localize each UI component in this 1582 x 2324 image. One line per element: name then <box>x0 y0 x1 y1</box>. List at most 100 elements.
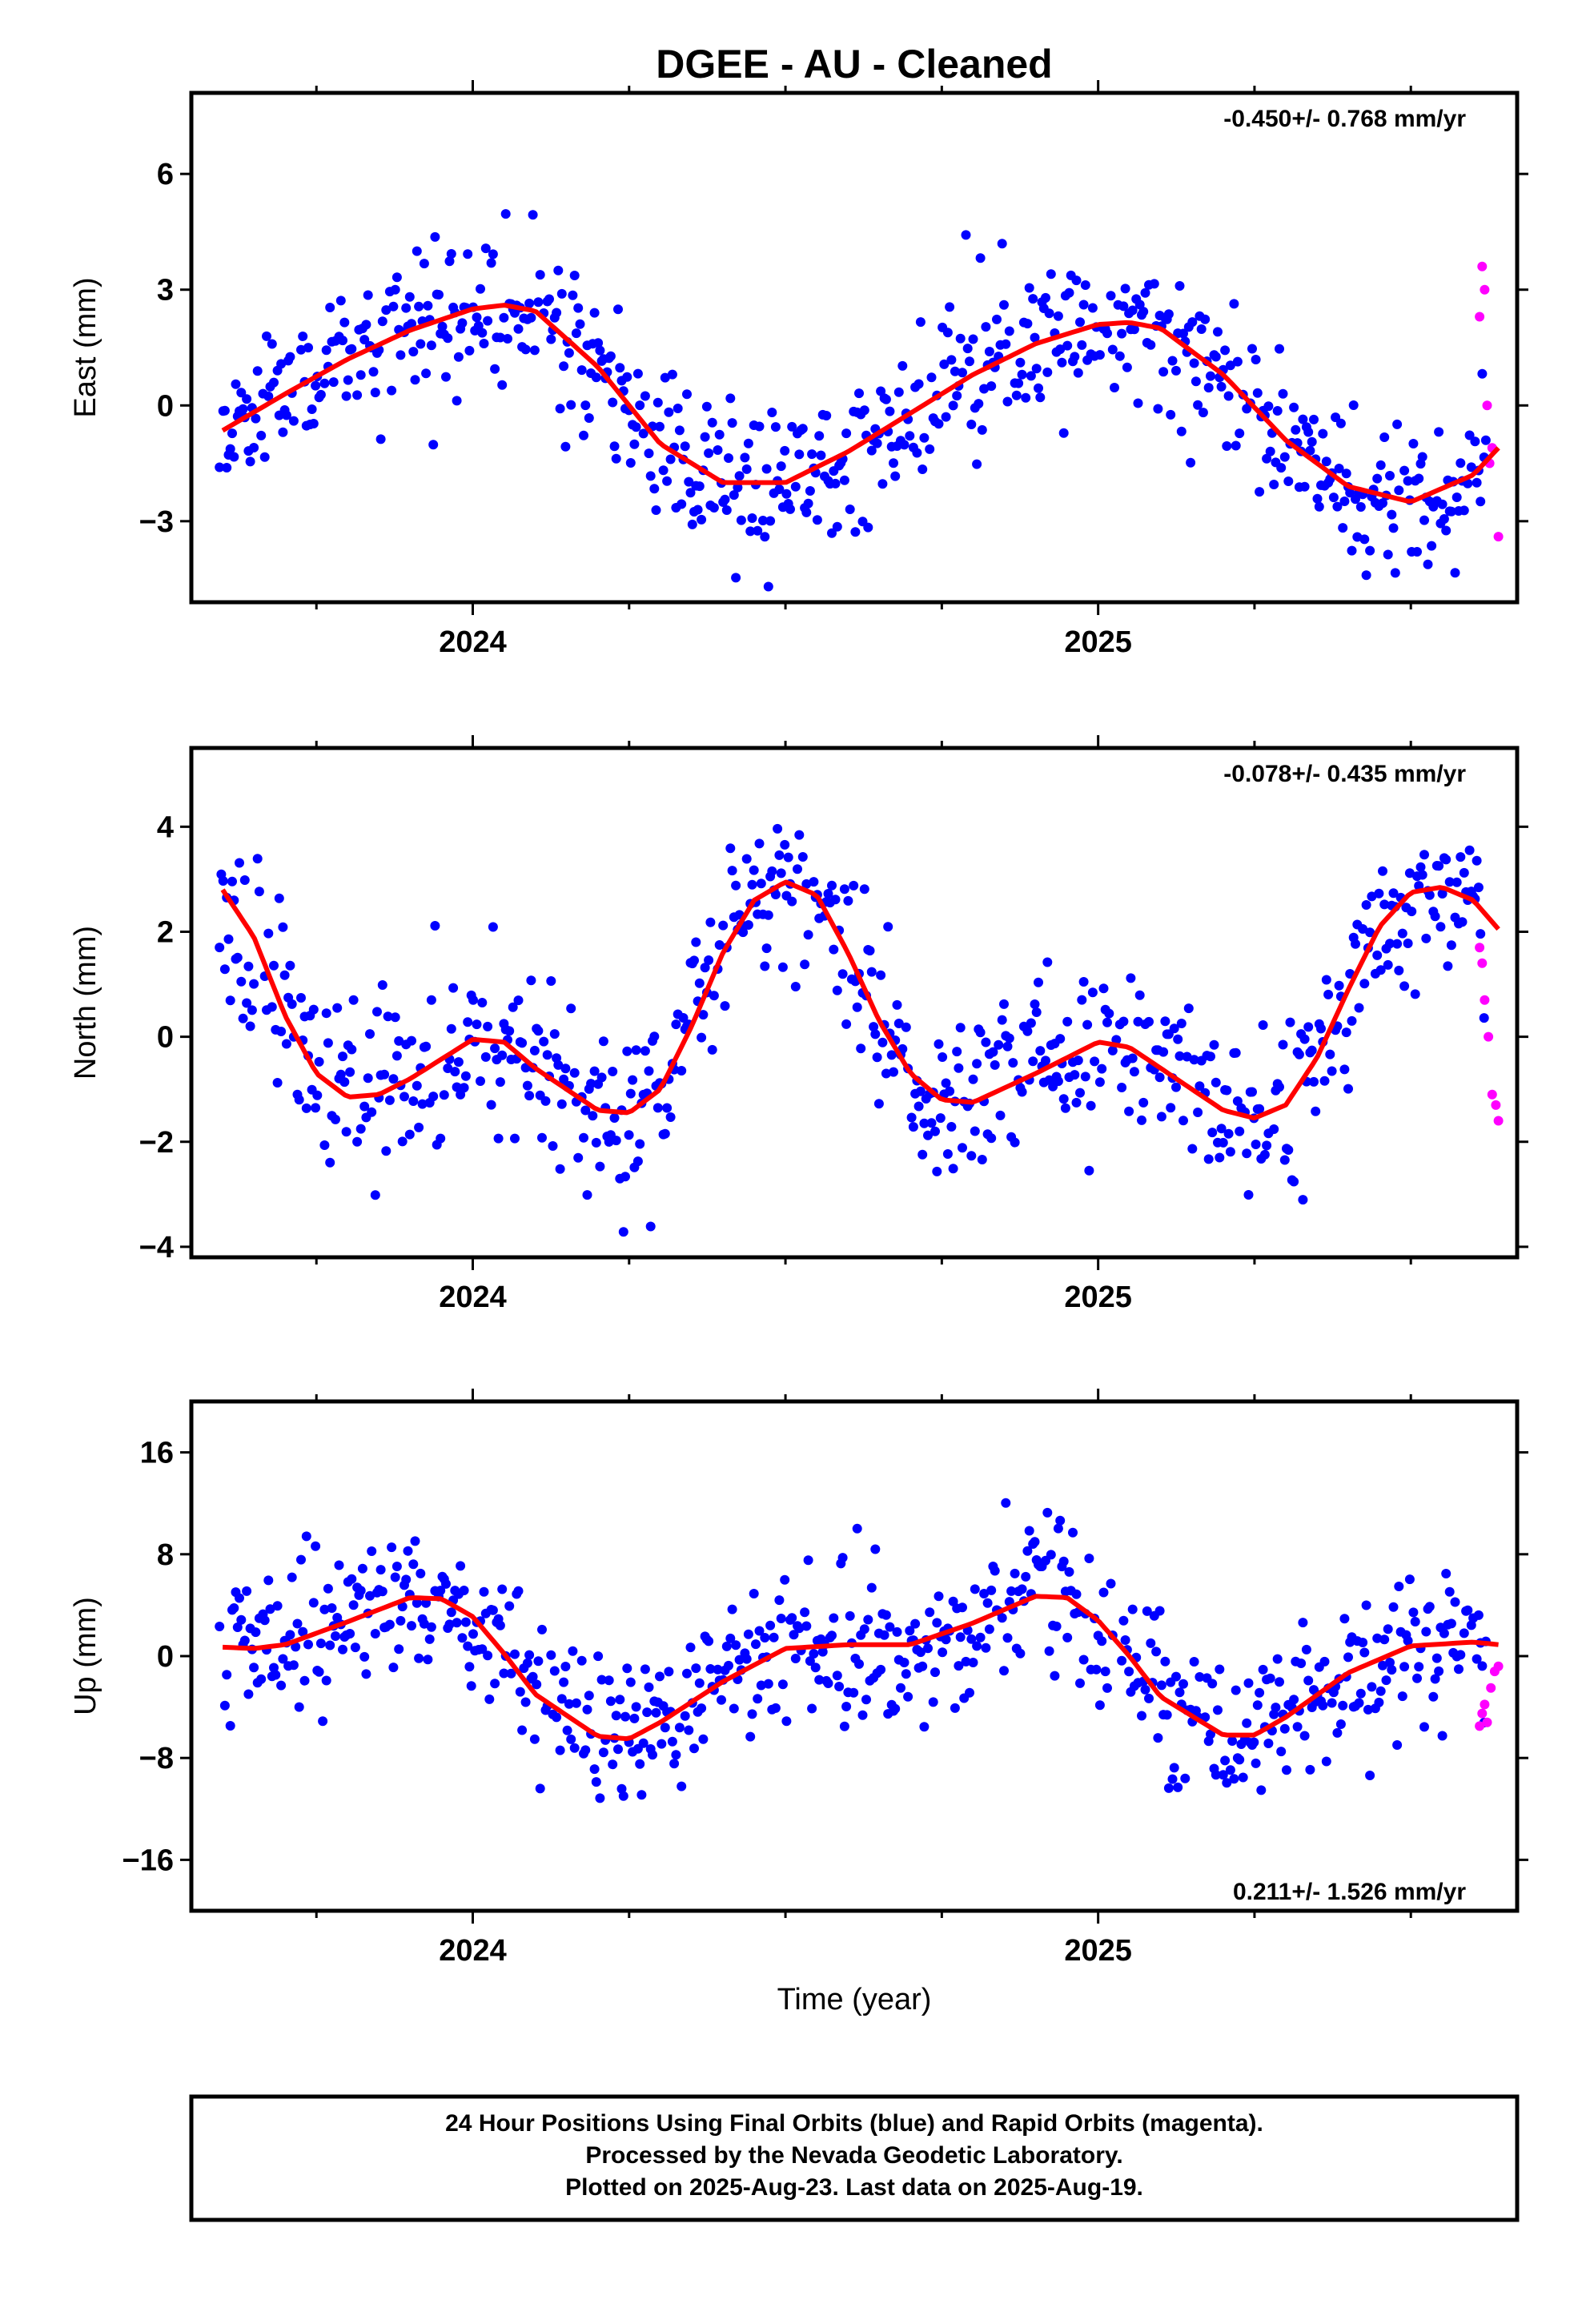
east-final-orbit-point <box>463 249 473 259</box>
north-final-orbit-point <box>1124 1106 1134 1116</box>
north-final-orbit-point <box>407 1035 416 1046</box>
east-final-orbit-point <box>528 210 538 220</box>
north-final-orbit-point <box>537 1132 547 1143</box>
up-final-orbit-point <box>923 1643 933 1654</box>
north-final-orbit-point <box>1299 1034 1310 1044</box>
up-final-orbit-point <box>954 1661 964 1671</box>
north-final-orbit-point <box>397 1136 408 1147</box>
east-final-orbit-point <box>805 486 815 496</box>
east-final-orbit-point <box>497 380 508 390</box>
east-final-orbit-point <box>707 417 717 428</box>
east-final-orbit-point <box>1077 340 1087 350</box>
east-final-orbit-point <box>579 430 588 440</box>
north-final-orbit-point <box>1156 1112 1166 1122</box>
up-final-orbit-point <box>763 1679 773 1689</box>
up-final-orbit-point <box>1372 1633 1383 1643</box>
north-final-orbit-point <box>1154 1072 1165 1083</box>
up-final-orbit-point <box>459 1586 469 1595</box>
east-final-orbit-point <box>1352 532 1363 542</box>
north-final-orbit-point <box>1243 1190 1254 1200</box>
up-final-orbit-point <box>396 1615 406 1626</box>
east-rapid-orbit-point <box>1475 312 1485 322</box>
east-final-orbit-point <box>1206 371 1215 381</box>
east-final-orbit-point <box>229 452 239 462</box>
east-final-orbit-point <box>361 320 371 330</box>
up-final-orbit-point <box>464 1662 475 1672</box>
north-final-orbit-point <box>1138 1097 1149 1108</box>
east-final-orbit-point <box>552 308 562 318</box>
east-final-orbit-point <box>388 301 399 312</box>
east-final-orbit-point <box>609 441 620 452</box>
east-final-orbit-point <box>1312 493 1323 504</box>
east-final-orbit-point <box>997 239 1007 249</box>
north-final-orbit-point <box>952 1047 962 1057</box>
east-final-orbit-point <box>276 359 287 369</box>
east-final-orbit-point <box>1222 441 1232 451</box>
east-final-orbit-point <box>1476 497 1486 507</box>
up-final-orbit-point <box>299 1675 310 1686</box>
east-final-orbit-point <box>1334 464 1344 473</box>
up-final-orbit-point <box>1178 1679 1188 1689</box>
up-final-orbit-point <box>979 1589 990 1598</box>
north-final-orbit-point <box>797 852 808 862</box>
north-final-orbit-point <box>522 1080 532 1091</box>
north-final-orbit-point <box>1231 1047 1241 1058</box>
north-final-orbit-point <box>1004 1033 1014 1043</box>
east-final-orbit-point <box>915 317 926 328</box>
north-final-orbit-point <box>794 830 805 840</box>
up-final-orbit-point <box>423 1655 433 1665</box>
east-final-orbit-point <box>1387 509 1397 520</box>
north-final-orbit-point <box>319 1140 330 1150</box>
east-final-orbit-point <box>408 347 419 357</box>
east-final-orbit-point <box>632 368 643 379</box>
north-final-orbit-point <box>877 1037 888 1047</box>
east-final-orbit-point <box>1328 493 1339 503</box>
east-final-orbit-point <box>1193 400 1203 410</box>
up-final-orbit-point <box>323 1583 333 1594</box>
east-final-orbit-point <box>1094 350 1105 360</box>
north-ytick-label: 0 <box>157 1021 174 1055</box>
north-final-orbit-point <box>1126 973 1136 983</box>
up-final-orbit-point <box>571 1698 581 1708</box>
east-final-orbit-point <box>1399 465 1410 476</box>
east-final-orbit-point <box>1318 428 1328 439</box>
north-final-orbit-point <box>618 1227 628 1237</box>
up-final-orbit-point <box>419 1618 429 1629</box>
up-rapid-orbit-point <box>1482 1717 1492 1727</box>
up-final-orbit-point <box>1343 1652 1353 1663</box>
east-final-orbit-point <box>1232 356 1243 367</box>
east-final-orbit-point <box>1015 357 1026 368</box>
north-final-orbit-point <box>1311 1106 1321 1116</box>
east-final-orbit-point <box>977 424 987 435</box>
up-final-orbit-point <box>834 1682 845 1691</box>
north-final-orbit-point <box>893 1019 904 1028</box>
up-ytick-label: 16 <box>140 1437 174 1470</box>
north-final-orbit-point <box>232 952 243 963</box>
north-final-orbit-point <box>1209 1039 1219 1050</box>
up-final-orbit-point <box>879 1630 889 1640</box>
north-final-orbit-point <box>1367 891 1377 902</box>
east-final-orbit-point <box>946 355 957 365</box>
east-final-orbit-point <box>490 364 500 374</box>
east-final-orbit-point <box>662 476 673 486</box>
east-final-orbit-point <box>1057 357 1067 368</box>
east-final-orbit-point <box>611 453 621 464</box>
up-final-orbit-point <box>359 1651 370 1662</box>
up-final-orbit-point <box>285 1630 295 1640</box>
east-final-orbit-point <box>743 438 753 448</box>
north-final-orbit-point <box>546 976 556 986</box>
up-final-orbit-point <box>642 1707 652 1718</box>
east-final-orbit-point <box>307 404 317 414</box>
north-final-orbit-point <box>678 1013 689 1023</box>
east-final-orbit-point <box>1298 414 1308 424</box>
up-final-orbit-point <box>941 1634 951 1645</box>
up-final-orbit-point <box>1163 1783 1174 1793</box>
north-final-orbit-point <box>1379 899 1390 910</box>
north-final-orbit-point <box>859 884 869 895</box>
up-final-orbit-point <box>566 1734 576 1744</box>
east-final-orbit-point <box>387 385 397 396</box>
north-final-orbit-point <box>526 975 536 986</box>
east-final-orbit-point <box>877 479 888 489</box>
east-final-orbit-point <box>1459 505 1469 516</box>
